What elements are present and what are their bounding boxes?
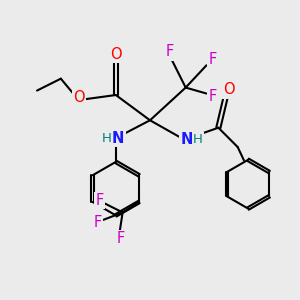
Text: F: F (117, 231, 125, 246)
Text: O: O (110, 47, 122, 62)
Text: N: N (180, 132, 193, 147)
Text: N: N (112, 130, 124, 146)
Text: F: F (208, 52, 217, 67)
Text: O: O (223, 82, 235, 98)
Text: H: H (101, 132, 111, 145)
Text: F: F (94, 215, 102, 230)
Text: F: F (208, 89, 217, 104)
Text: F: F (165, 44, 173, 59)
Text: F: F (95, 193, 104, 208)
Text: H: H (193, 133, 202, 146)
Text: O: O (73, 91, 85, 106)
